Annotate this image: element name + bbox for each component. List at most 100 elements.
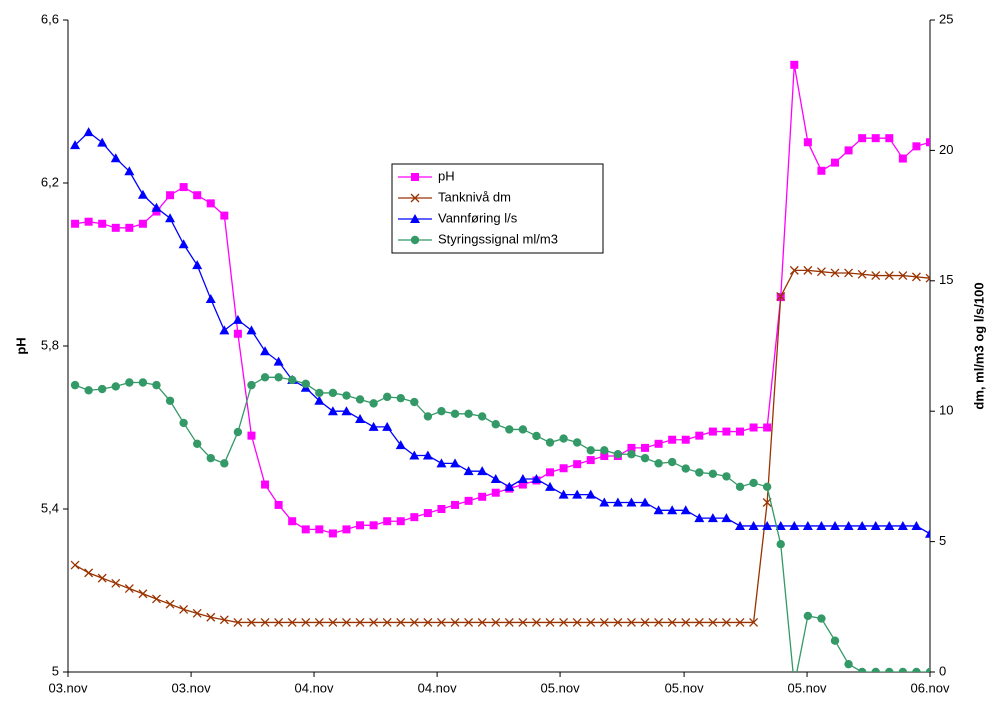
- marker-triangle: [178, 239, 189, 249]
- marker-x: [247, 617, 256, 627]
- marker-triangle: [341, 406, 352, 416]
- marker-x: [654, 617, 664, 627]
- marker-circle: [179, 418, 188, 428]
- marker-circle: [695, 468, 704, 477]
- marker-x: [342, 617, 351, 627]
- marker-x: [749, 617, 759, 627]
- series-line: [74, 64, 930, 535]
- marker-circle: [776, 540, 785, 549]
- marker-x: [531, 617, 541, 627]
- marker-triangle: [789, 520, 800, 530]
- marker-x: [138, 589, 148, 599]
- marker-x: [640, 617, 650, 627]
- marker-triangle: [490, 474, 501, 484]
- marker-triangle: [640, 497, 651, 507]
- marker-square: [342, 525, 351, 534]
- marker-square: [125, 223, 134, 232]
- legend-label: pH: [438, 168, 455, 183]
- marker-square: [261, 480, 270, 489]
- marker-triangle: [382, 421, 393, 431]
- legend-box: [391, 163, 604, 254]
- marker-x: [789, 265, 799, 275]
- marker-triangle: [843, 520, 854, 530]
- legend-label: Styringssignal ml/m3: [438, 231, 558, 246]
- marker-square: [559, 464, 568, 473]
- marker-circle: [152, 380, 161, 390]
- marker-square: [84, 217, 93, 226]
- marker-square: [627, 443, 636, 452]
- y2-tick-label: 15: [939, 272, 953, 287]
- marker-triangle: [545, 481, 556, 491]
- marker-x: [314, 617, 324, 627]
- marker-square: [695, 431, 704, 440]
- marker-triangle: [707, 513, 718, 523]
- marker-square: [641, 443, 650, 452]
- marker-triangle: [517, 474, 528, 484]
- marker-x: [152, 594, 161, 604]
- marker-x: [857, 269, 867, 279]
- marker-square: [288, 517, 297, 526]
- marker-x: [111, 578, 121, 588]
- marker-circle: [382, 392, 392, 402]
- marker-circle: [97, 384, 107, 394]
- marker-triangle: [816, 520, 827, 530]
- marker-triangle: [205, 294, 216, 304]
- marker-triangle: [694, 513, 705, 523]
- y2-axis-title: dm, ml/m3 og l/s/100: [971, 282, 986, 409]
- y-tick-label: 5,4: [41, 500, 59, 515]
- marker-triangle: [436, 458, 447, 468]
- marker-triangle: [260, 346, 271, 356]
- marker-circle: [423, 412, 433, 421]
- marker-square: [369, 521, 378, 530]
- marker-circle: [559, 434, 568, 443]
- series-line: [74, 269, 930, 624]
- marker-circle: [640, 453, 650, 463]
- marker-x: [504, 617, 514, 627]
- marker-circle: [274, 373, 283, 382]
- marker-square: [451, 500, 460, 509]
- marker-triangle: [124, 166, 135, 176]
- marker-circle: [111, 382, 120, 391]
- marker-square: [411, 173, 419, 181]
- marker-square: [233, 329, 242, 338]
- legend: pH Tanknivå dm Vannføring l/s Styringssigna…: [391, 163, 604, 254]
- marker-circle: [762, 482, 772, 492]
- marker-x: [694, 617, 704, 627]
- series-line: [74, 131, 930, 535]
- marker-triangle: [70, 140, 81, 150]
- marker-triangle: [110, 153, 121, 163]
- x-tick-label: 04.nov: [295, 680, 335, 695]
- marker-triangle: [762, 520, 773, 530]
- x-tick-label: 05.nov: [541, 680, 581, 695]
- marker-triangle: [558, 489, 569, 499]
- marker-x: [613, 617, 623, 627]
- marker-triangle: [775, 520, 786, 530]
- marker-x: [437, 617, 446, 627]
- marker-circle: [410, 235, 420, 245]
- marker-triangle: [504, 481, 515, 491]
- marker-square: [763, 423, 772, 432]
- marker-circle: [450, 409, 460, 419]
- marker-x: [287, 617, 297, 627]
- marker-triangle: [925, 528, 930, 538]
- marker-triangle: [165, 213, 176, 223]
- marker-circle: [681, 464, 690, 473]
- marker-triangle: [450, 458, 461, 468]
- marker-x: [97, 573, 107, 583]
- x-tick-label: 05.nov: [788, 680, 828, 695]
- marker-triangle: [355, 414, 366, 424]
- plot-area: [70, 60, 930, 672]
- marker-x: [70, 560, 80, 570]
- marker-circle: [125, 378, 134, 387]
- marker-circle: [627, 450, 636, 459]
- marker-triangle: [477, 466, 488, 476]
- marker-circle: [477, 412, 487, 421]
- marker-square: [328, 529, 337, 538]
- marker-square: [898, 154, 907, 163]
- x-tick-label: 03.nov: [48, 680, 88, 695]
- marker-x: [124, 584, 134, 594]
- x-tick-label: 04.nov: [418, 680, 458, 695]
- marker-circle: [667, 457, 677, 467]
- marker-triangle: [531, 474, 542, 484]
